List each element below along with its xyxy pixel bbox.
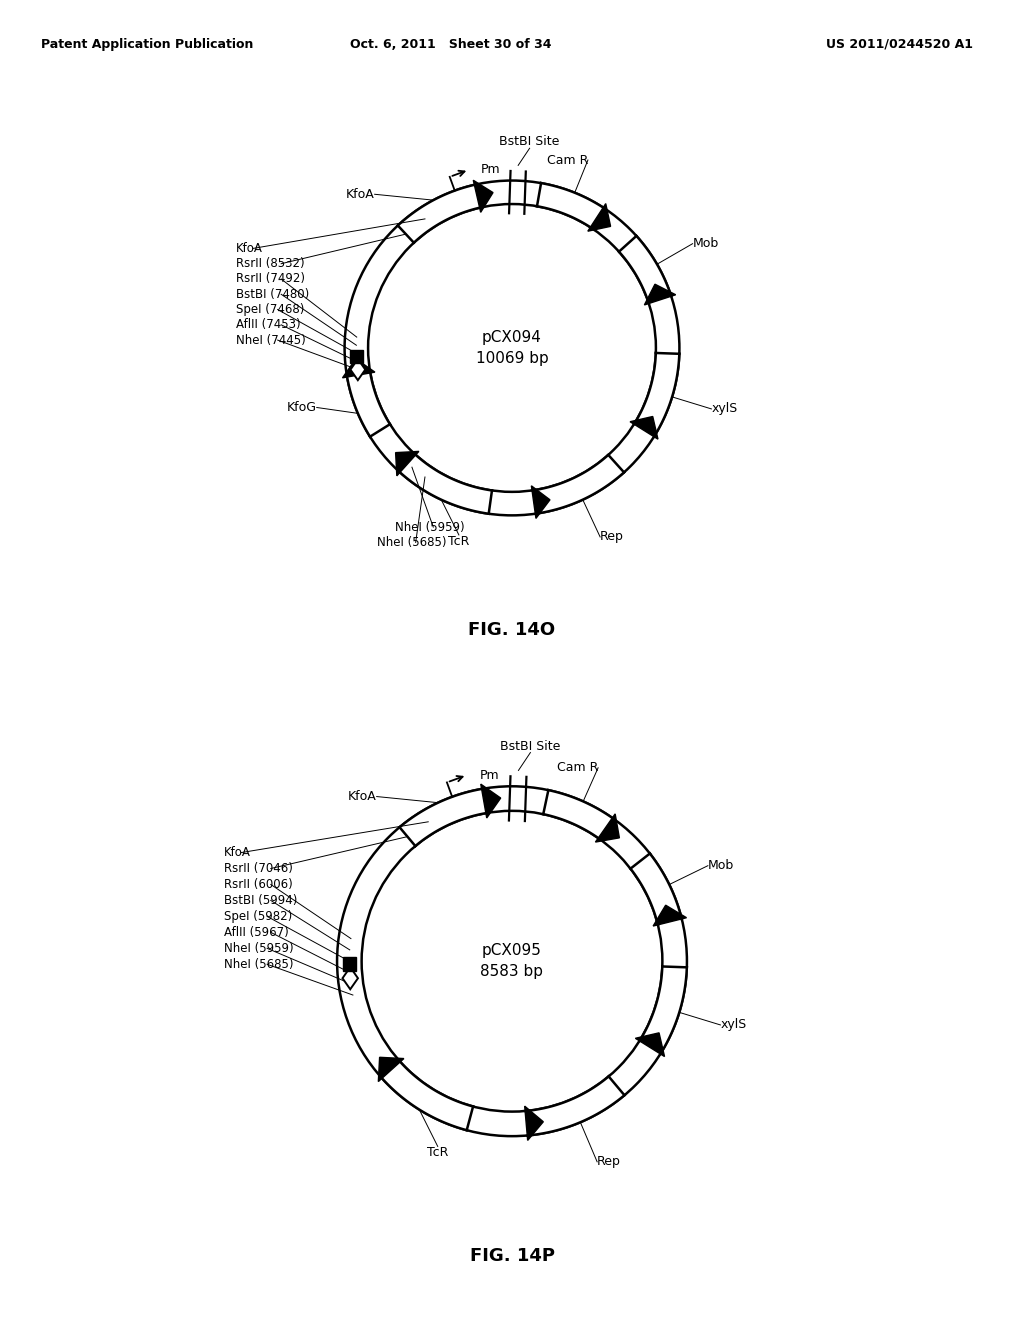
Text: FIG. 14O: FIG. 14O: [468, 620, 556, 639]
Text: Pm: Pm: [481, 164, 501, 177]
Text: Rep: Rep: [600, 531, 624, 544]
Text: KfoG: KfoG: [287, 401, 316, 414]
Text: SpeI (7468): SpeI (7468): [236, 304, 304, 315]
Text: pCX095
8583 bp: pCX095 8583 bp: [480, 944, 544, 979]
Polygon shape: [399, 789, 485, 846]
Polygon shape: [398, 185, 479, 243]
Text: pCX094
10069 bp: pCX094 10069 bp: [475, 330, 549, 366]
Bar: [343, 957, 356, 970]
Polygon shape: [532, 455, 624, 513]
Text: NheI (5959): NheI (5959): [223, 941, 293, 954]
Text: Cam R: Cam R: [547, 153, 588, 166]
Text: NheI (5685): NheI (5685): [377, 536, 446, 549]
Polygon shape: [524, 1106, 544, 1140]
Polygon shape: [525, 1076, 625, 1135]
Polygon shape: [595, 814, 620, 842]
Polygon shape: [640, 966, 687, 1053]
Polygon shape: [531, 486, 550, 519]
Polygon shape: [342, 968, 358, 989]
Text: KfoA: KfoA: [236, 242, 263, 255]
Text: AflII (7453): AflII (7453): [236, 318, 301, 331]
Polygon shape: [630, 417, 658, 440]
Text: Rep: Rep: [597, 1155, 621, 1168]
Polygon shape: [473, 181, 493, 213]
Polygon shape: [544, 791, 612, 838]
Text: KfoA: KfoA: [346, 187, 375, 201]
Text: KfoA: KfoA: [348, 791, 377, 803]
Polygon shape: [481, 784, 501, 818]
Polygon shape: [347, 374, 390, 437]
Text: BstBI (5994): BstBI (5994): [223, 894, 297, 907]
Polygon shape: [618, 236, 671, 304]
Text: RsrII (6006): RsrII (6006): [223, 878, 292, 891]
Text: BstBI Site: BstBI Site: [500, 135, 560, 148]
Text: RsrII (7492): RsrII (7492): [236, 272, 305, 285]
Polygon shape: [588, 203, 610, 231]
Text: US 2011/0244520 A1: US 2011/0244520 A1: [825, 38, 973, 51]
Text: BstBI (7480): BstBI (7480): [236, 288, 309, 301]
Polygon shape: [635, 1032, 665, 1056]
Text: RsrII (8532): RsrII (8532): [236, 257, 304, 271]
Polygon shape: [382, 1061, 473, 1130]
Polygon shape: [342, 359, 375, 378]
Text: FIG. 14P: FIG. 14P: [469, 1247, 555, 1265]
Polygon shape: [537, 183, 603, 227]
Text: NheI (5959): NheI (5959): [394, 520, 464, 533]
Text: Oct. 6, 2011   Sheet 30 of 34: Oct. 6, 2011 Sheet 30 of 34: [350, 38, 551, 51]
Text: TcR: TcR: [449, 535, 470, 548]
Text: NheI (7445): NheI (7445): [236, 334, 306, 347]
Text: AflII (5967): AflII (5967): [223, 925, 289, 939]
Polygon shape: [378, 1057, 403, 1081]
Text: BstBI Site: BstBI Site: [501, 739, 560, 752]
Polygon shape: [634, 352, 679, 437]
Polygon shape: [395, 451, 419, 475]
Text: Cam R: Cam R: [557, 762, 598, 775]
Text: Mob: Mob: [692, 238, 719, 251]
Text: TcR: TcR: [427, 1146, 449, 1159]
Text: xylS: xylS: [712, 403, 737, 416]
Text: KfoA: KfoA: [223, 846, 251, 859]
Text: Mob: Mob: [708, 859, 734, 873]
Text: Patent Application Publication: Patent Application Publication: [41, 38, 253, 51]
Polygon shape: [644, 284, 676, 305]
Polygon shape: [350, 359, 366, 380]
Bar: [350, 350, 364, 363]
Polygon shape: [653, 906, 686, 927]
Text: RsrII (7046): RsrII (7046): [223, 862, 293, 875]
Text: SpeI (5982): SpeI (5982): [223, 909, 292, 923]
Polygon shape: [400, 455, 492, 513]
Text: Pm: Pm: [479, 768, 499, 781]
Text: xylS: xylS: [720, 1019, 746, 1031]
Polygon shape: [631, 854, 682, 925]
Text: NheI (5685): NheI (5685): [223, 958, 293, 970]
